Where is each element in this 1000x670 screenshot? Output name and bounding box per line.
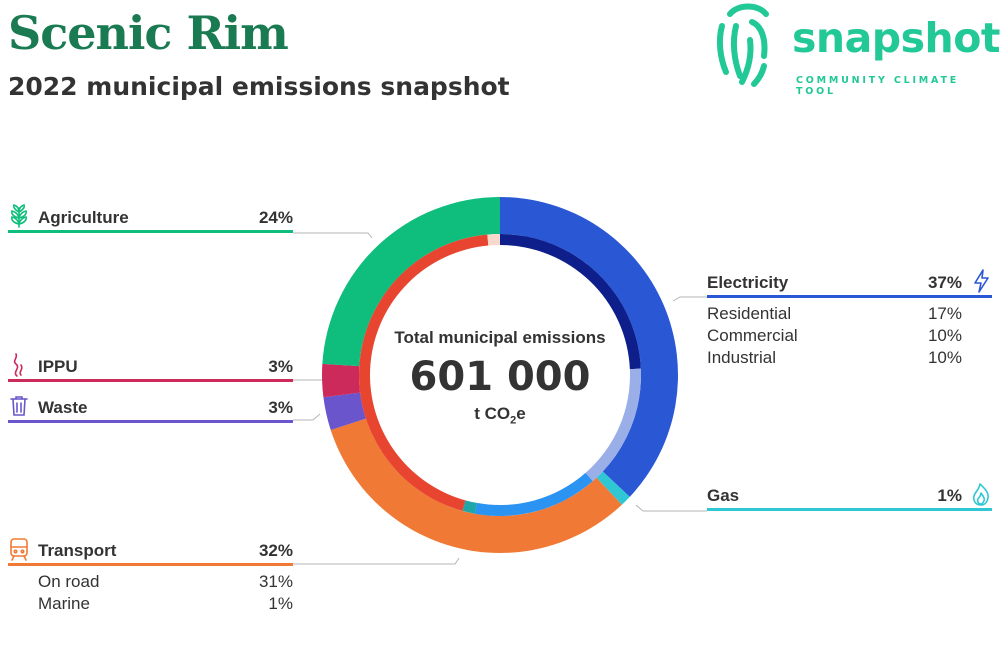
sector-percent: 37% <box>927 273 962 292</box>
logo-wordmark: snapshot <box>792 14 1000 62</box>
inner-slice-marine <box>487 234 500 246</box>
sector-gas: Gas 1% <box>707 482 992 511</box>
trash-bin-icon <box>10 396 28 416</box>
sector-name: Transport <box>38 541 117 560</box>
total-emissions-unit: t CO2e <box>474 404 526 427</box>
sector-name: Electricity <box>707 273 789 292</box>
page-subtitle: 2022 municipal emissions snapshot <box>8 72 510 101</box>
sector-waste: Waste 3% <box>8 394 293 423</box>
sector-ippu: IPPU 3% <box>8 353 293 382</box>
leader-line-agriculture <box>293 232 373 239</box>
sector-percent: 3% <box>268 357 293 376</box>
sector-electricity: Electricity 37% Residential 17% Commerci… <box>707 269 992 367</box>
leader-line-gas <box>635 504 707 512</box>
sector-name: Waste <box>38 398 88 417</box>
inner-slice-gas <box>462 500 477 514</box>
sector-percent: 3% <box>268 398 293 417</box>
outer-slice-waste <box>323 392 366 431</box>
sector-percent: 24% <box>258 208 293 227</box>
leader-line-waste <box>293 413 321 421</box>
lightning-icon <box>974 269 989 293</box>
train-icon <box>10 538 28 561</box>
inner-slice-commercial <box>585 368 641 482</box>
snapshot-logo[interactable]: snapshot COMMUNITY CLIMATE TOOL <box>712 0 1000 97</box>
subsector-commercial: Commercial 10% <box>707 326 962 345</box>
smoke-icon <box>13 353 23 377</box>
logo-tagline: COMMUNITY CLIMATE TOOL <box>796 75 960 97</box>
subsector-marine: Marine 1% <box>38 594 293 613</box>
outer-slice-ippu <box>322 363 361 398</box>
plant-icon <box>11 204 27 228</box>
outer-slice-agriculture <box>322 197 500 367</box>
sector-name: IPPU <box>38 357 78 376</box>
inner-slice-industrial <box>474 472 593 516</box>
total-emissions-label: Total municipal emissions <box>394 328 606 347</box>
sector-percent: 32% <box>258 541 293 560</box>
outer-slice-gas <box>596 471 630 505</box>
sector-name: Gas <box>707 486 740 505</box>
subsector-on-road: On road 31% <box>38 572 293 591</box>
leader-line-transport <box>293 557 460 565</box>
flame-icon <box>972 483 989 506</box>
subsector-residential: Residential 17% <box>707 304 962 323</box>
sector-name: Agriculture <box>38 208 129 227</box>
page-title: Scenic Rim <box>8 6 289 60</box>
total-emissions-value: 601 000 <box>409 354 591 400</box>
outer-slice-transport <box>330 418 622 553</box>
outer-slice-electricity <box>500 197 678 497</box>
fingerprint-logo-icon <box>716 3 769 87</box>
sector-transport: Transport 32% On road 31% Marine 1% <box>8 537 293 613</box>
leader-line-electricity <box>672 296 707 302</box>
inner-slice-residential <box>500 234 641 370</box>
subsector-industrial: Industrial 10% <box>707 348 962 367</box>
sector-percent: 1% <box>937 486 962 505</box>
sector-agriculture: Agriculture 24% <box>8 204 293 233</box>
